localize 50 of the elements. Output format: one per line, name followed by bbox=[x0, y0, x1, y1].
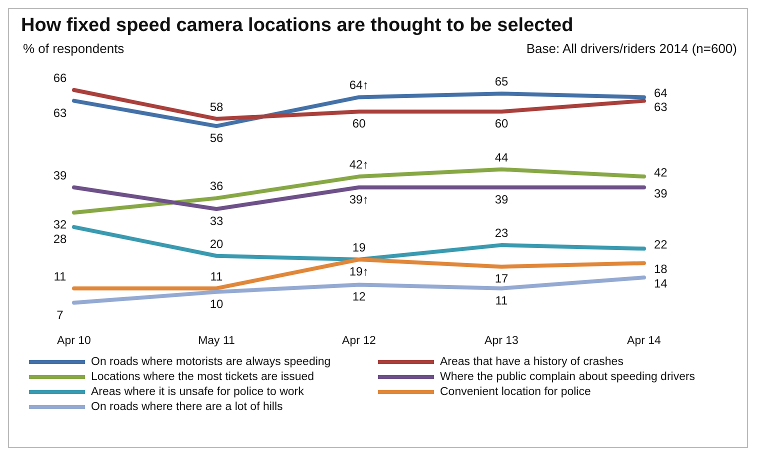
legend-label: Convenient location for police bbox=[440, 386, 591, 398]
data-label: 42↑ bbox=[349, 158, 369, 172]
data-label: 23 bbox=[494, 226, 508, 240]
data-label: 7 bbox=[56, 308, 64, 322]
legend-label: On roads where motorists are always speeding bbox=[91, 356, 331, 368]
data-label: 39 bbox=[53, 168, 67, 182]
data-label: 14 bbox=[654, 276, 668, 291]
data-label: 28 bbox=[53, 232, 67, 246]
data-label: 56 bbox=[210, 131, 224, 146]
data-label: 11 bbox=[210, 269, 224, 284]
data-label: 39 bbox=[654, 186, 668, 200]
data-label: 32 bbox=[53, 218, 67, 232]
data-label: 39↑ bbox=[349, 192, 369, 206]
data-label: 12 bbox=[352, 290, 366, 304]
data-label: 63 bbox=[654, 100, 668, 114]
data-label: 66 bbox=[53, 71, 67, 85]
chart-title: How fixed speed camera locations are thought to be selected bbox=[20, 14, 574, 37]
legend-label: Areas that have a history of crashes bbox=[440, 356, 624, 368]
data-label: 64↑ bbox=[349, 78, 369, 92]
data-label: 64 bbox=[654, 86, 668, 100]
legend-label: Locations where the most tickets are issued bbox=[91, 371, 314, 383]
data-label: 18 bbox=[654, 262, 668, 276]
x-tick-label: May 11 bbox=[198, 335, 235, 348]
data-label: 11 bbox=[495, 293, 508, 308]
data-label: 33 bbox=[210, 214, 224, 228]
x-tick-label: Apr 14 bbox=[627, 335, 662, 348]
x-tick-label: Apr 12 bbox=[342, 335, 376, 348]
data-label: 60 bbox=[494, 116, 508, 131]
text: Base: All drivers/riders 2014 (n=600) bbox=[526, 41, 737, 56]
x-tick-label: Apr 10 bbox=[57, 335, 91, 348]
legend-label: Areas where it is unsafe for police to work bbox=[91, 386, 304, 398]
data-label: 11 bbox=[54, 269, 67, 284]
legend-label: Where the public complain about speeding drivers bbox=[440, 371, 696, 383]
data-label: 19 bbox=[352, 240, 366, 254]
data-label: 58 bbox=[210, 100, 224, 114]
data-label: 65 bbox=[494, 74, 508, 89]
data-label: 17 bbox=[494, 272, 508, 286]
data-label: 20 bbox=[210, 236, 224, 251]
x-tick-label: Apr 13 bbox=[484, 335, 518, 348]
legend-label: On roads where there are a lot of hills bbox=[91, 401, 283, 413]
data-label: 44 bbox=[494, 150, 508, 164]
data-label: 63 bbox=[53, 106, 67, 120]
data-label: 10 bbox=[210, 296, 224, 311]
y-axis-title: % of respondents bbox=[23, 41, 124, 56]
data-label: 19↑ bbox=[349, 264, 369, 278]
data-label: 60 bbox=[352, 116, 366, 131]
data-label: 36 bbox=[210, 179, 224, 194]
data-label: 42 bbox=[654, 166, 668, 180]
data-label: 22 bbox=[654, 238, 668, 252]
data-label: 39 bbox=[494, 192, 508, 206]
